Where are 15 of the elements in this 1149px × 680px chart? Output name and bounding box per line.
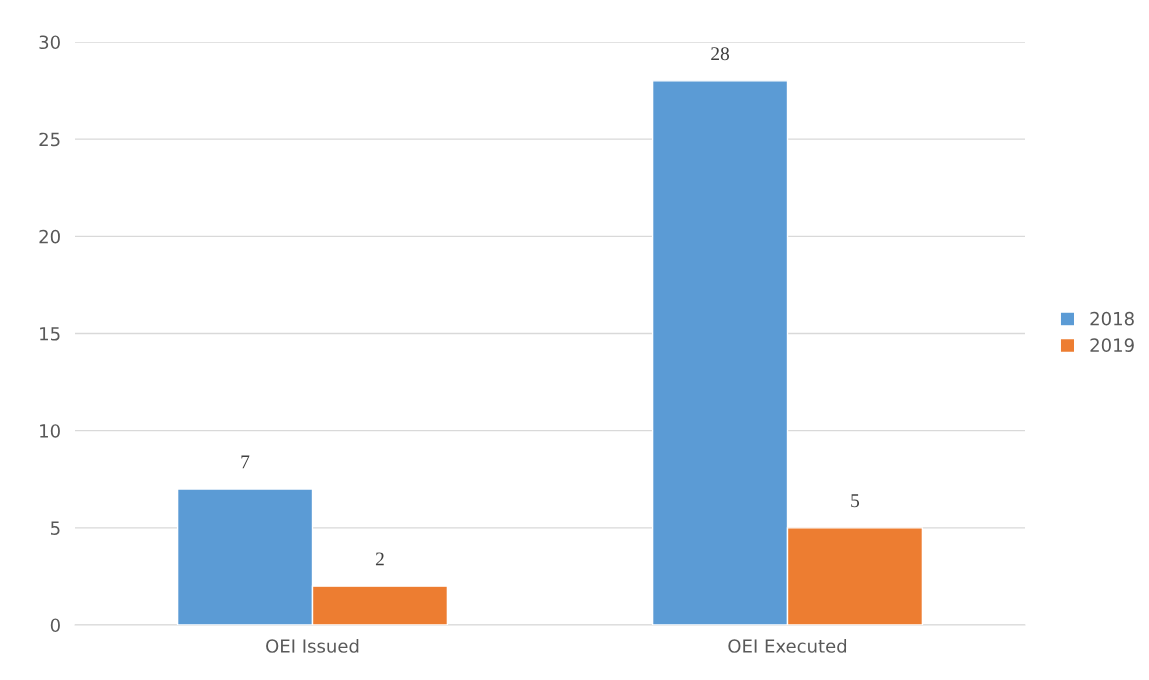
y-tick-label: 25: [39, 132, 60, 147]
y-tick-label: 5: [51, 521, 60, 535]
data-label: 28: [711, 47, 730, 61]
data-label: 2: [375, 552, 384, 566]
legend-label: 2019: [1090, 338, 1134, 352]
data-label: 5: [851, 494, 860, 508]
y-tick-label: 15: [40, 327, 60, 341]
y-tick-label: 30: [39, 35, 60, 50]
data-label: 7: [241, 455, 250, 469]
y-tick-label: 20: [39, 229, 60, 244]
y-tick-label: 0: [50, 618, 60, 633]
x-tick-label: OEI Issued: [266, 638, 359, 653]
x-tick-label: OEI Executed: [728, 638, 847, 653]
legend-label: 2018: [1090, 311, 1134, 326]
y-tick-label: 10: [40, 424, 60, 438]
